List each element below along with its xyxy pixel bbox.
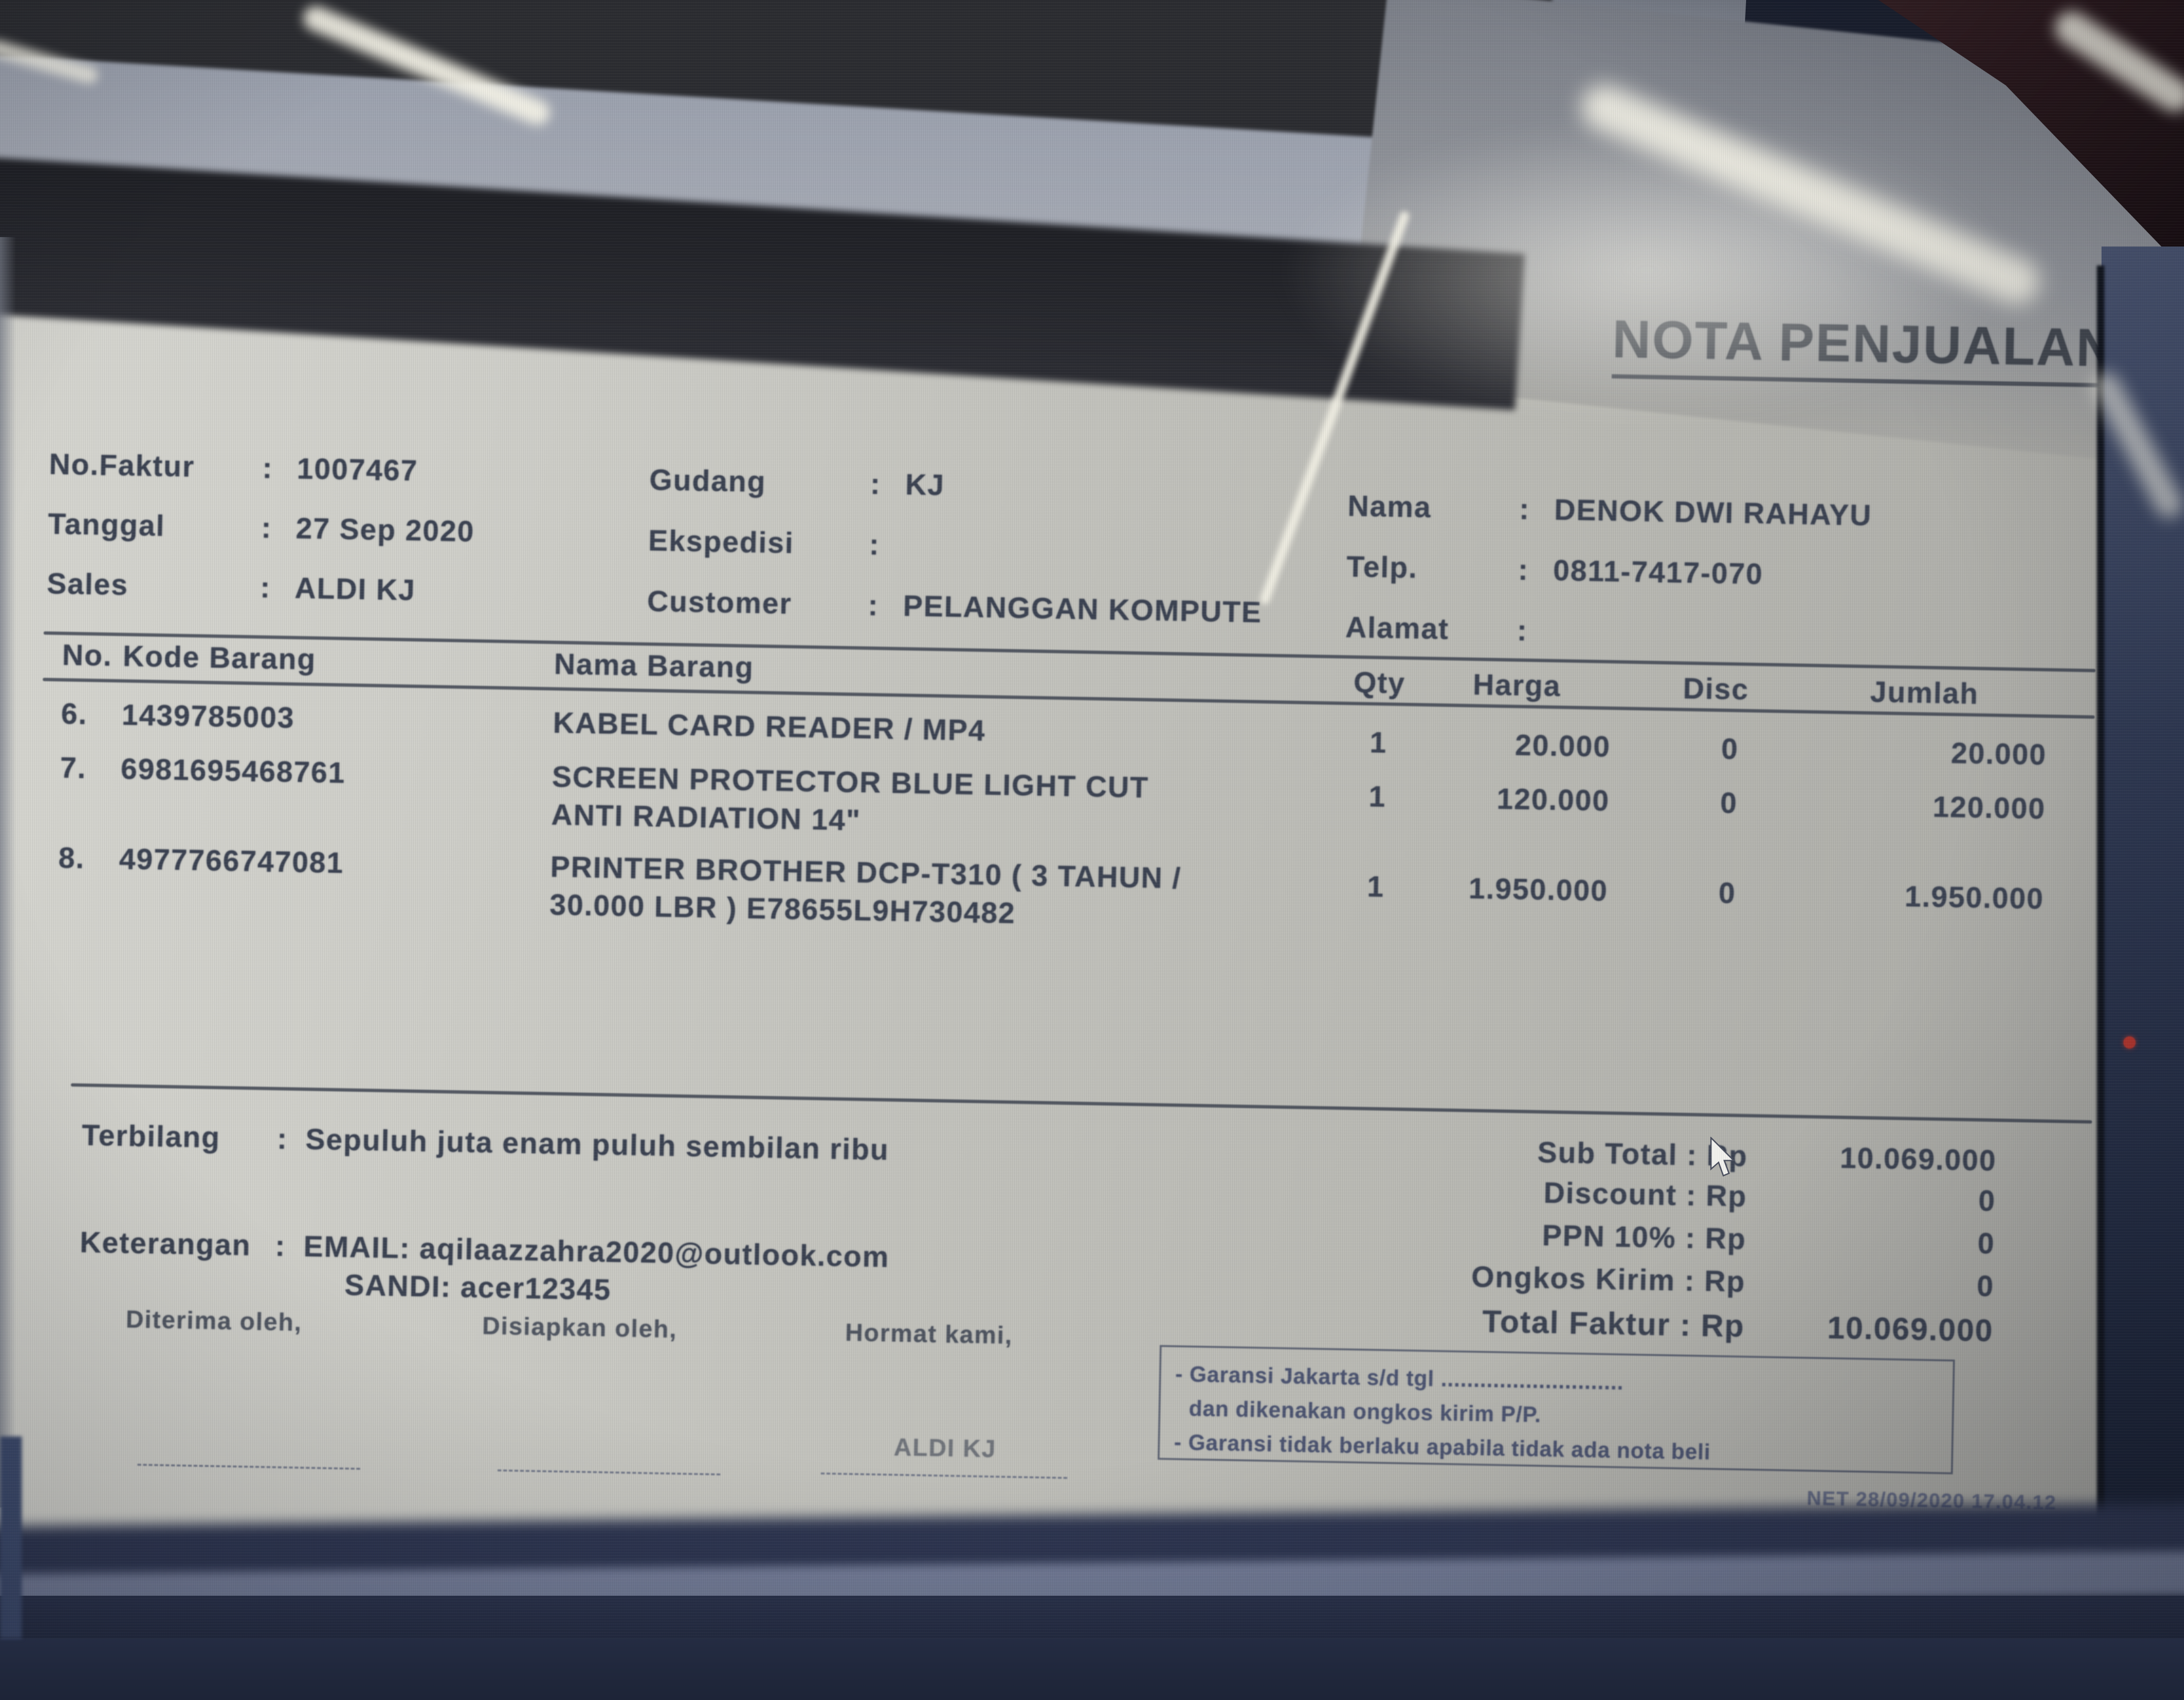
col-jumlah: Jumlah	[1870, 676, 1979, 711]
row-nama: KABEL CARD READER / MP4	[553, 706, 986, 748]
colon: :	[1517, 614, 1528, 648]
row-kode: 4977766747081	[118, 842, 345, 880]
col-qty: Qty	[1353, 666, 1406, 700]
row-qty: 1	[1369, 726, 1388, 759]
tanggal-label: Tanggal	[47, 507, 165, 543]
col-kode-barang: Kode Barang	[122, 640, 317, 676]
no-faktur-label: No.Faktur	[48, 448, 195, 484]
row-qty: 1	[1368, 780, 1387, 813]
keterangan-email: EMAIL: aqilaazzahra2020@outlook.com	[303, 1230, 890, 1274]
discount-label: Discount : Rp	[1543, 1176, 1747, 1213]
sales-value: ALDI KJ	[294, 572, 416, 607]
gudang-label: Gudang	[649, 464, 766, 499]
ppn-value: 0	[1977, 1227, 1995, 1261]
colon: :	[1518, 553, 1529, 587]
summary-rule	[71, 1083, 2092, 1124]
row-harga: 20.000	[1514, 729, 1611, 764]
discount-value: 0	[1978, 1184, 1996, 1218]
colon: :	[261, 512, 273, 545]
row-harga: 120.000	[1496, 783, 1610, 818]
colon: :	[262, 452, 273, 485]
warranty-box: - Garansi Jakarta s/d tgl ..............…	[1157, 1345, 1955, 1474]
row-jumlah: 1.950.000	[1904, 880, 2045, 916]
row-jumlah: 20.000	[1950, 737, 2047, 772]
alamat-label: Alamat	[1345, 611, 1450, 646]
gudang-value: KJ	[905, 468, 945, 502]
ekspedisi-label: Ekspedisi	[648, 524, 794, 560]
glare-glow	[1280, 119, 2014, 422]
nama-value: DENOK DWI RAHAYU	[1554, 494, 1873, 532]
disiapkan-oleh-label: Disiapkan oleh,	[482, 1312, 678, 1344]
nama-label: Nama	[1347, 490, 1432, 524]
total-faktur-value: 10.069.000	[1827, 1309, 1994, 1348]
ppn-label: PPN 10% : Rp	[1542, 1219, 1747, 1256]
keterangan-sandi: SANDI: acer12345	[344, 1269, 612, 1307]
colon: :	[276, 1122, 288, 1156]
ongkos-kirim-label: Ongkos Kirim : Rp	[1471, 1261, 1746, 1298]
col-no: No.	[62, 639, 113, 673]
col-harga: Harga	[1473, 668, 1562, 703]
diterima-oleh-label: Diterima oleh,	[126, 1306, 302, 1336]
row-no: 8.	[58, 841, 85, 875]
paper-right-edge	[2097, 265, 2104, 1545]
row-disc: 0	[1718, 877, 1737, 910]
row-no: 7.	[60, 751, 87, 785]
no-faktur-value: 1007467	[296, 452, 419, 488]
hormat-kami-label: Hormat kami,	[845, 1319, 1013, 1350]
row-qty: 1	[1366, 870, 1385, 904]
signature-line	[497, 1469, 720, 1476]
subtotal-value: 10.069.000	[1839, 1142, 1997, 1178]
mouse-cursor	[1709, 1136, 1740, 1183]
table-top-rule	[43, 631, 2096, 673]
tanggal-value: 27 Sep 2020	[295, 512, 475, 548]
row-no: 6.	[61, 697, 88, 731]
sales-label: Sales	[46, 567, 129, 602]
paper-left-edge	[0, 237, 16, 1508]
row-nama-line2: 30.000 LBR ) E78655L9H730482	[549, 888, 1016, 930]
telp-label: Telp.	[1346, 550, 1418, 585]
screen-bottom-left-strip	[0, 1436, 22, 1638]
keterangan-label: Keterangan	[79, 1226, 252, 1262]
colon: :	[260, 571, 272, 604]
colon: :	[867, 589, 879, 622]
row-nama-line2: ANTI RADIATION 14"	[551, 798, 861, 837]
total-faktur-label: Total Faktur : Rp	[1482, 1303, 1745, 1344]
row-kode: 1439785003	[121, 698, 295, 735]
row-jumlah: 120.000	[1932, 790, 2046, 826]
row-nama: PRINTER BROTHER DCP-T310 ( 3 TAHUN /	[550, 850, 1182, 895]
col-disc: Disc	[1683, 672, 1749, 706]
red-reflection-dot	[2123, 1036, 2136, 1049]
row-nama: SCREEN PROTECTOR BLUE LIGHT CUT	[552, 760, 1149, 804]
row-disc: 0	[1721, 732, 1739, 766]
signature-line	[137, 1463, 360, 1470]
terbilang-label: Terbilang	[82, 1119, 221, 1154]
row-disc: 0	[1720, 786, 1738, 820]
terbilang-value: Sepuluh juta enam puluh sembilan ribu	[305, 1123, 890, 1167]
col-nama-barang: Nama Barang	[554, 648, 755, 685]
ongkos-kirim-value: 0	[1976, 1270, 1995, 1303]
screen-bottom-bezel	[0, 1596, 2184, 1700]
hormat-kami-name: ALDI KJ	[893, 1433, 997, 1463]
signature-line	[820, 1472, 1067, 1479]
subtotal-label: Sub Total : Rp	[1537, 1136, 1748, 1173]
colon: :	[274, 1229, 286, 1263]
colon: :	[1519, 493, 1530, 526]
telp-value: 0811-7417-070	[1553, 554, 1764, 591]
colon: :	[870, 467, 882, 501]
colon: :	[869, 528, 881, 562]
row-harga: 1.950.000	[1468, 872, 1609, 908]
customer-label: Customer	[646, 585, 792, 621]
customer-value: PELANGGAN KOMPUTE	[902, 589, 1263, 629]
row-kode: 6981695468761	[120, 752, 346, 790]
invoice-paper	[0, 223, 2119, 1550]
